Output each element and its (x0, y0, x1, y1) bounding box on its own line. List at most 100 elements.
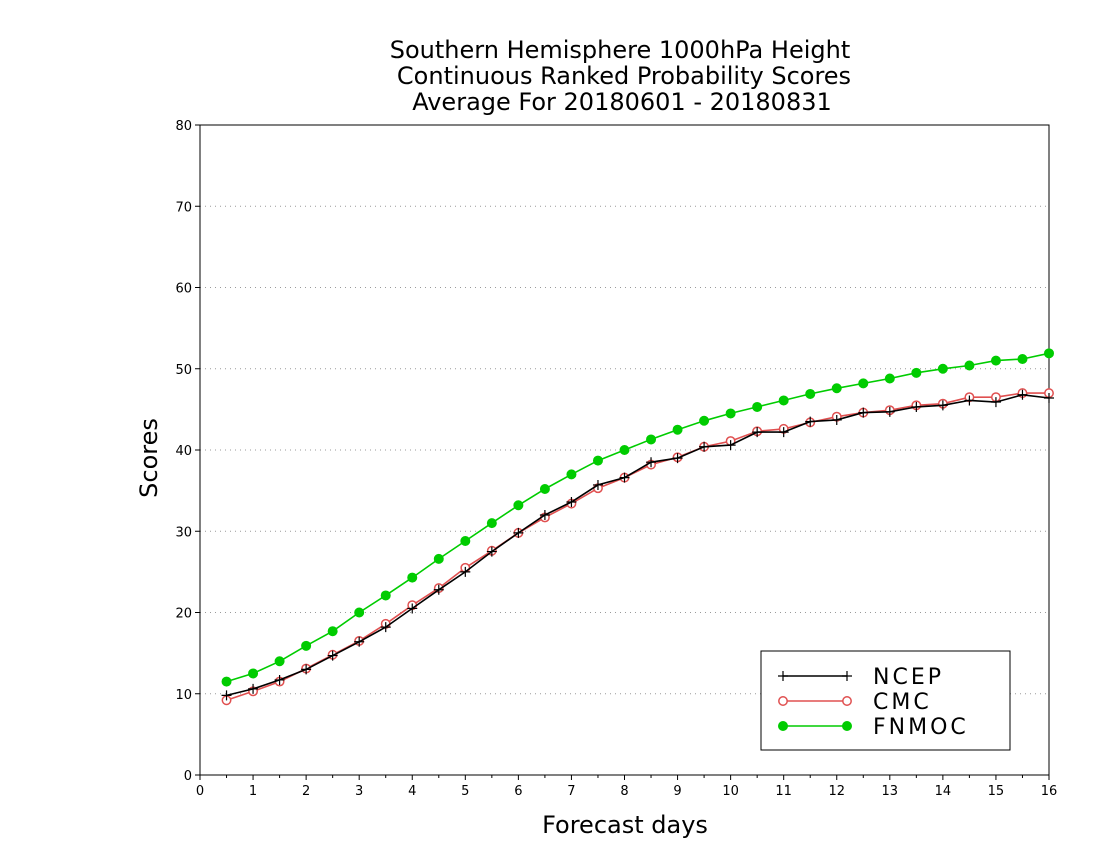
data-point-fnmoc (911, 367, 922, 378)
data-point-ncep (725, 440, 736, 451)
x-tick-label: 15 (988, 784, 1005, 799)
x-tick-label: 11 (775, 784, 792, 799)
x-tick-label: 16 (1041, 784, 1058, 799)
legend-marker-ncep (778, 671, 788, 681)
legend-item-ncep: NCEP (778, 665, 944, 690)
data-point-fnmoc (592, 455, 603, 466)
data-point-fnmoc (778, 395, 789, 406)
data-point-fnmoc (539, 484, 550, 494)
data-point-ncep (858, 407, 869, 418)
data-point-ncep (778, 427, 789, 438)
data-point-fnmoc (354, 607, 365, 618)
x-tick-label: 12 (828, 784, 845, 799)
legend-marker-fnmoc (778, 721, 788, 731)
data-point-fnmoc (858, 378, 869, 389)
data-point-fnmoc (513, 500, 524, 511)
data-point-ncep (301, 664, 312, 675)
data-point-fnmoc (884, 373, 895, 384)
data-point-fnmoc (646, 434, 657, 445)
data-point-fnmoc (937, 363, 948, 374)
data-point-fnmoc (566, 469, 577, 480)
data-point-ncep (1017, 389, 1028, 400)
x-tick-label: 5 (461, 784, 469, 799)
data-point-ncep (911, 401, 922, 412)
x-tick-label: 7 (567, 784, 575, 799)
data-point-ncep (380, 622, 391, 633)
legend-label-fnmoc: FNMOC (873, 715, 969, 740)
data-point-ncep (486, 546, 497, 557)
chart-title: Southern Hemisphere 1000hPa Height Conti… (390, 36, 851, 116)
series-fnmoc (221, 348, 1054, 687)
data-point-fnmoc (380, 590, 391, 601)
data-point-ncep (1044, 393, 1054, 403)
data-point-ncep (274, 674, 285, 685)
data-point-ncep (566, 497, 577, 507)
title-line-1: Southern Hemisphere 1000hPa Height (390, 36, 850, 64)
legend-item-cmc: CMC (778, 690, 932, 715)
x-tick-label: 0 (196, 784, 204, 799)
data-point-fnmoc (619, 445, 630, 455)
x-tick-label: 14 (935, 784, 952, 799)
data-point-ncep (699, 441, 710, 452)
data-point-fnmoc (433, 553, 444, 564)
data-point-fnmoc (1044, 348, 1054, 359)
legend-marker-fnmoc (842, 721, 852, 731)
data-point-fnmoc (221, 676, 232, 687)
data-point-fnmoc (964, 360, 975, 371)
data-point-fnmoc (1017, 354, 1028, 364)
data-point-fnmoc (699, 415, 710, 426)
data-point-fnmoc (752, 401, 763, 412)
series-layer (221, 348, 1054, 706)
data-point-ncep (407, 603, 418, 614)
data-point-ncep (513, 527, 524, 538)
data-point-ncep (990, 397, 1001, 408)
data-point-fnmoc (486, 518, 497, 529)
x-tick-label: 10 (722, 784, 739, 799)
y-tick-label: 70 (175, 200, 192, 215)
data-point-fnmoc (248, 668, 259, 679)
x-axis-label: Forecast days (542, 811, 708, 839)
legend-marker-cmc (778, 696, 788, 706)
x-tick-label: 4 (408, 784, 416, 799)
data-point-fnmoc (990, 355, 1001, 366)
legend-label-ncep: NCEP (873, 665, 944, 690)
y-tick-label: 0 (184, 769, 192, 784)
data-point-ncep (831, 414, 842, 425)
data-point-ncep (221, 690, 232, 701)
y-tick-label: 30 (175, 525, 192, 540)
data-point-ncep (433, 584, 444, 595)
data-point-ncep (327, 650, 338, 661)
x-tick-label: 1 (249, 784, 257, 799)
data-point-ncep (646, 457, 657, 468)
data-point-ncep (672, 453, 683, 464)
y-tick-label: 80 (175, 119, 192, 134)
data-point-ncep (619, 472, 630, 483)
data-point-ncep (937, 400, 948, 411)
legend-label-cmc: CMC (873, 690, 932, 715)
data-point-ncep (805, 416, 816, 427)
x-tick-label: 3 (355, 784, 363, 799)
legend-marker-ncep (842, 671, 852, 681)
x-tick-label: 2 (302, 784, 310, 799)
title-line-2: Continuous Ranked Probability Scores (397, 62, 851, 90)
y-tick-label: 60 (175, 282, 192, 297)
y-tick-label: 40 (175, 444, 192, 459)
x-tick-label: 6 (514, 784, 522, 799)
y-tick-label: 50 (175, 363, 192, 378)
title-line-3: Average For 20180601 - 20180831 (412, 88, 832, 116)
legend-item-fnmoc: FNMOC (778, 715, 969, 740)
data-point-fnmoc (831, 383, 842, 394)
data-point-fnmoc (672, 424, 683, 435)
x-tick-label: 9 (673, 784, 681, 799)
data-point-ncep (248, 683, 259, 694)
y-tick-label: 10 (175, 688, 192, 703)
x-tick-label: 13 (882, 784, 899, 799)
data-point-ncep (964, 395, 975, 406)
data-point-fnmoc (407, 572, 418, 583)
data-point-ncep (752, 427, 763, 438)
data-point-fnmoc (274, 656, 285, 667)
data-point-ncep (354, 636, 365, 647)
